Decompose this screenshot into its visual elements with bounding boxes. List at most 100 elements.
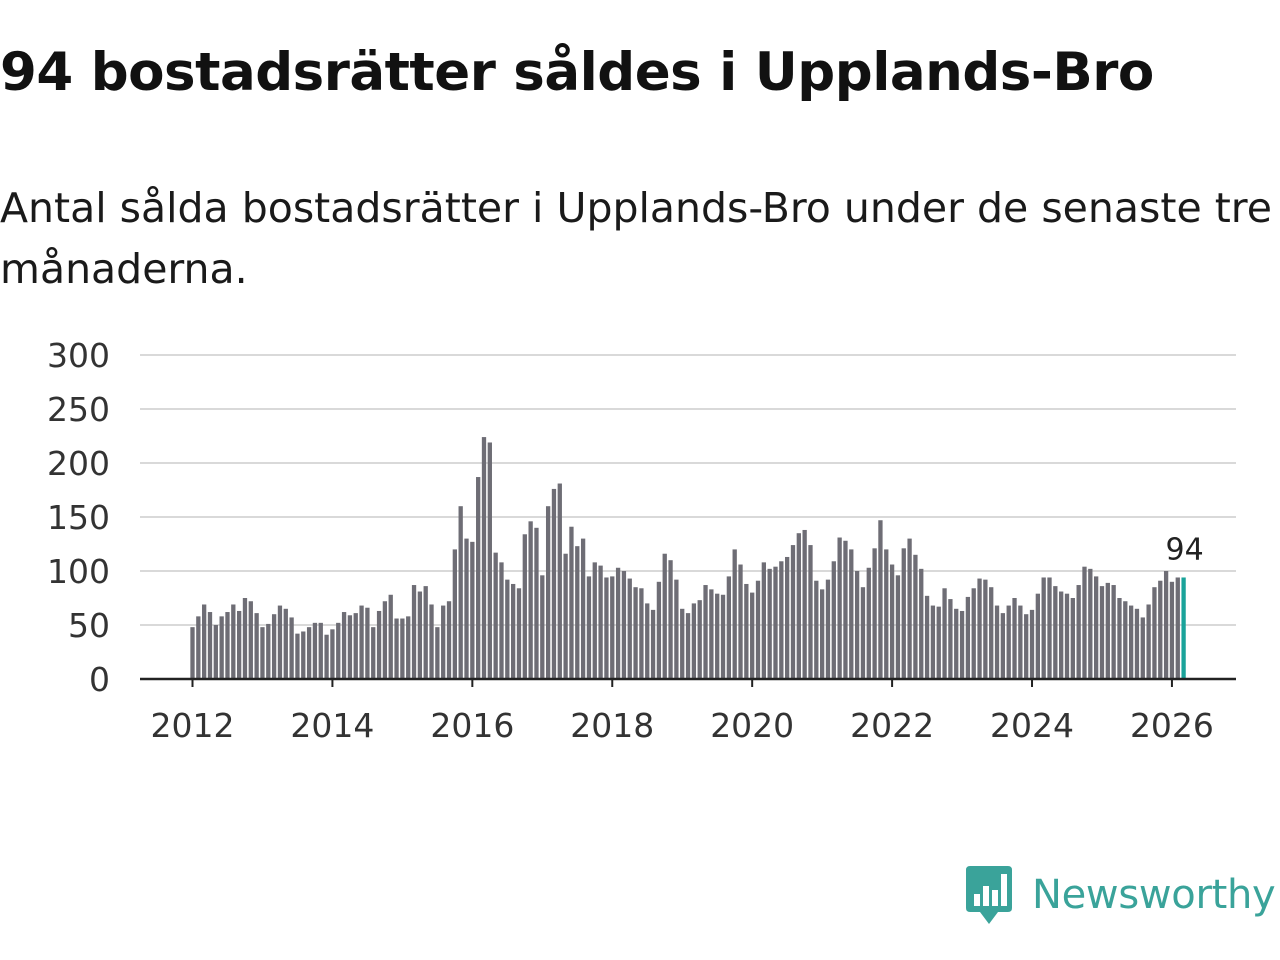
bar bbox=[324, 634, 329, 679]
bar bbox=[948, 599, 953, 679]
bar bbox=[417, 591, 423, 679]
x-tick-label: 2024 bbox=[990, 706, 1074, 745]
bar bbox=[563, 553, 568, 679]
bar bbox=[779, 561, 784, 679]
x-tick-label: 2014 bbox=[290, 706, 374, 745]
bar bbox=[610, 576, 615, 679]
bar bbox=[341, 612, 347, 679]
bar bbox=[446, 601, 452, 679]
bar bbox=[709, 589, 714, 679]
bar bbox=[1134, 608, 1140, 679]
bar bbox=[242, 598, 248, 679]
bar bbox=[580, 538, 586, 679]
bar bbox=[802, 529, 807, 679]
bar bbox=[1158, 580, 1163, 679]
x-axis: 2012 2014 2016 2018 2020 2022 2024 2026 bbox=[140, 677, 1236, 745]
bar bbox=[528, 521, 533, 679]
bar bbox=[983, 579, 988, 679]
bar bbox=[476, 477, 481, 679]
x-tick-label: 2016 bbox=[430, 706, 514, 745]
bar bbox=[744, 583, 749, 679]
bar bbox=[884, 549, 889, 679]
bar bbox=[312, 622, 318, 679]
bar bbox=[959, 610, 965, 679]
bar bbox=[1088, 568, 1093, 679]
bar bbox=[726, 576, 732, 679]
bar bbox=[1059, 591, 1064, 679]
last-value-label: 94 bbox=[1166, 532, 1204, 567]
bar bbox=[1053, 586, 1058, 679]
bar bbox=[901, 548, 906, 679]
bar bbox=[989, 587, 994, 679]
bar bbox=[919, 568, 924, 679]
bar bbox=[441, 605, 446, 679]
bar bbox=[954, 608, 959, 679]
bar bbox=[1024, 614, 1029, 679]
bar bbox=[767, 568, 772, 679]
bar bbox=[231, 604, 236, 679]
bar bbox=[755, 580, 761, 679]
bar bbox=[1163, 571, 1169, 679]
bar bbox=[645, 603, 650, 679]
bar bbox=[569, 526, 574, 679]
bar bbox=[907, 538, 912, 679]
bar bbox=[505, 579, 510, 679]
bar bbox=[202, 604, 207, 679]
bar bbox=[545, 506, 551, 679]
bar bbox=[1018, 605, 1023, 679]
bar bbox=[213, 625, 218, 679]
bar bbox=[1094, 576, 1099, 679]
y-tick-label: 200 bbox=[47, 444, 110, 483]
bar bbox=[511, 583, 516, 679]
bar bbox=[289, 617, 294, 679]
bar bbox=[825, 579, 831, 679]
bar bbox=[219, 616, 224, 679]
bar bbox=[633, 587, 638, 679]
bar bbox=[796, 533, 801, 679]
bar bbox=[429, 604, 434, 679]
bar bbox=[831, 561, 836, 679]
bar bbox=[1064, 593, 1070, 679]
bar bbox=[639, 588, 644, 679]
bar bbox=[207, 612, 213, 679]
bar bbox=[499, 562, 504, 679]
bar bbox=[1047, 577, 1052, 679]
bar bbox=[470, 541, 475, 679]
bar bbox=[1152, 587, 1157, 679]
brand-name: Newsworthy bbox=[1032, 872, 1276, 918]
bar bbox=[388, 594, 393, 679]
bar bbox=[394, 618, 399, 679]
bar bbox=[680, 608, 685, 679]
bar-highlight bbox=[1181, 577, 1186, 679]
x-tick-label: 2026 bbox=[1130, 706, 1214, 745]
bar bbox=[843, 540, 848, 679]
bar bbox=[458, 506, 463, 679]
bar bbox=[575, 546, 580, 679]
y-tick-label: 50 bbox=[68, 606, 110, 645]
newsworthy-logo[interactable]: Newsworthy bbox=[964, 864, 1276, 926]
bar bbox=[965, 596, 971, 679]
bar bbox=[400, 618, 405, 679]
newsworthy-logo-icon bbox=[966, 866, 1012, 924]
bar bbox=[866, 567, 871, 679]
bar bbox=[674, 579, 679, 679]
bar bbox=[924, 595, 930, 679]
bar bbox=[493, 552, 498, 679]
bar bbox=[1099, 586, 1105, 679]
bar bbox=[534, 527, 539, 679]
bar bbox=[785, 556, 790, 679]
bar bbox=[190, 627, 195, 679]
bar bbox=[306, 627, 312, 679]
bar bbox=[773, 566, 778, 679]
bar bbox=[691, 603, 697, 679]
bar bbox=[464, 538, 469, 679]
bar bbox=[347, 615, 353, 679]
bar bbox=[551, 488, 557, 679]
bar bbox=[1146, 604, 1151, 679]
bar bbox=[1082, 566, 1087, 679]
bar bbox=[889, 564, 895, 679]
bar bbox=[621, 571, 627, 679]
bar bbox=[761, 562, 766, 679]
bar bbox=[1175, 577, 1180, 679]
